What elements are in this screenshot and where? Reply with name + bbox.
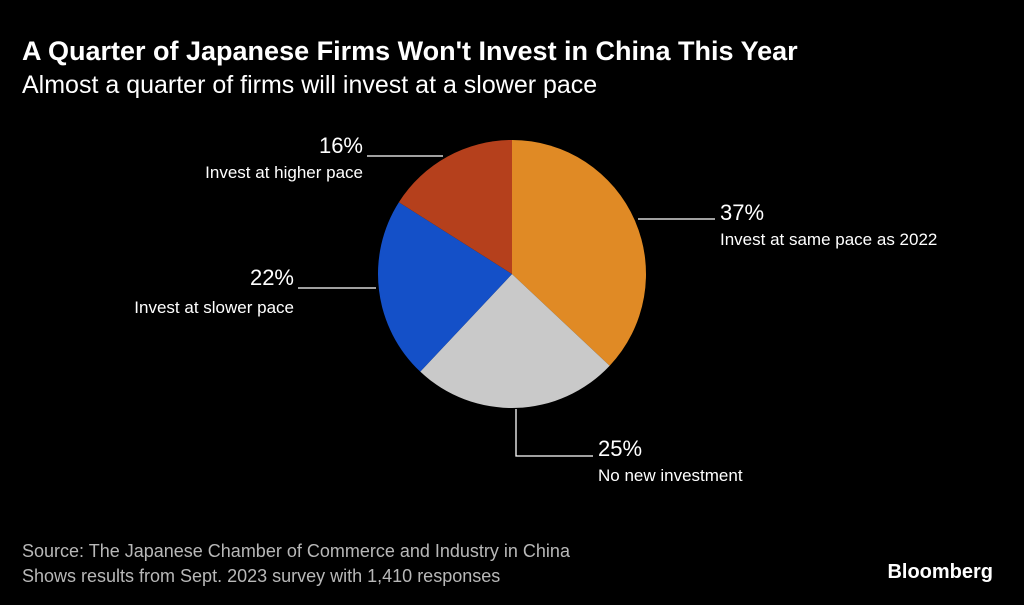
data-label-no-new-investment-value: 25% xyxy=(598,436,642,461)
pie-slice-higher-pace xyxy=(398,140,512,274)
pie-slice-no-new-investment xyxy=(420,274,610,408)
data-label-higher-pace-category: Invest at higher pace xyxy=(205,163,363,182)
data-label-same-pace-category: Invest at same pace as 2022 xyxy=(720,230,937,249)
leader-line-no-new-investment xyxy=(515,409,593,457)
data-label-higher-pace-value: 16% xyxy=(319,133,363,158)
chart-title: A Quarter of Japanese Firms Won't Invest… xyxy=(22,36,798,66)
data-label-same-pace-value: 37% xyxy=(720,200,764,225)
data-label-slower-pace-value: 22% xyxy=(250,265,294,290)
data-label-slower-pace-category: Invest at slower pace xyxy=(134,298,294,317)
pie-slice-same-pace xyxy=(512,140,646,366)
methodology-note: Shows results from Sept. 2023 survey wit… xyxy=(22,566,500,586)
pie-slice-slower-pace xyxy=(378,202,512,372)
source-note: Source: The Japanese Chamber of Commerce… xyxy=(22,541,571,561)
bloomberg-logo: Bloomberg xyxy=(887,561,993,583)
data-label-no-new-investment-category: No new investment xyxy=(598,466,743,485)
pie-slices xyxy=(378,140,646,408)
chart-subtitle: Almost a quarter of firms will invest at… xyxy=(22,71,597,99)
